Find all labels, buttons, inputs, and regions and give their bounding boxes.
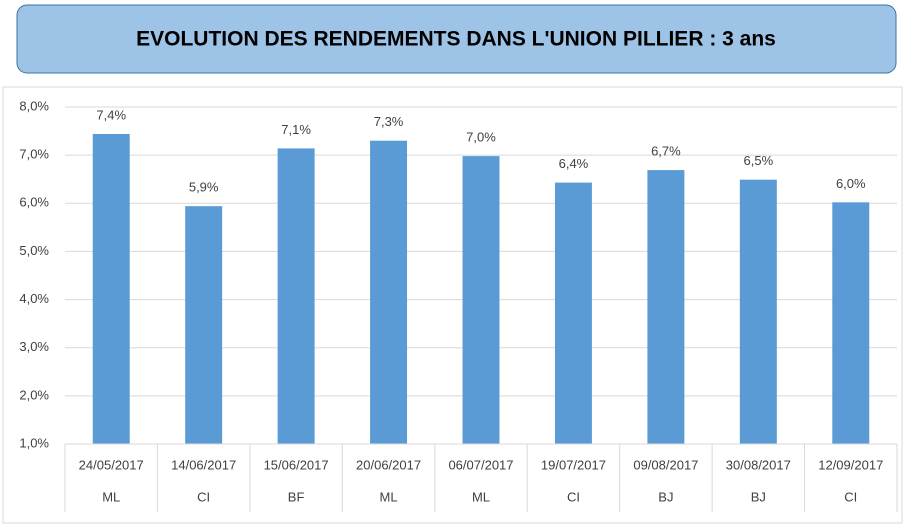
bar [277, 148, 315, 444]
bar [462, 156, 500, 444]
x-group-label: CI [567, 489, 580, 504]
x-group-label: CI [844, 489, 857, 504]
x-group-label: BF [288, 489, 305, 504]
x-group-label: ML [380, 489, 398, 504]
bar [185, 206, 223, 444]
x-tick-label: 14/06/2017 [171, 457, 236, 472]
y-tick-label: 2,0% [19, 387, 49, 402]
x-tick-label: 24/05/2017 [79, 457, 144, 472]
data-label: 7,3% [374, 114, 404, 129]
data-label: 6,5% [744, 153, 774, 168]
chart-title: EVOLUTION DES RENDEMENTS DANS L'UNION PI… [136, 28, 776, 51]
bar [739, 179, 777, 444]
y-tick-label: 8,0% [19, 98, 49, 113]
y-tick-label: 7,0% [19, 147, 49, 162]
x-tick-label: 20/06/2017 [356, 457, 421, 472]
x-group-label: BJ [658, 489, 673, 504]
x-group-label: BJ [751, 489, 766, 504]
data-label: 6,7% [651, 144, 681, 159]
x-group-label: CI [197, 489, 210, 504]
y-tick-label: 1,0% [19, 435, 49, 450]
y-tick-label: 5,0% [19, 243, 49, 258]
x-tick-label: 19/07/2017 [541, 457, 606, 472]
data-label: 6,0% [836, 176, 866, 191]
x-group-label: ML [102, 489, 120, 504]
y-tick-label: 6,0% [19, 195, 49, 210]
x-tick-label: 06/07/2017 [448, 457, 513, 472]
y-tick-label: 4,0% [19, 291, 49, 306]
data-label: 5,9% [189, 180, 219, 195]
data-label: 7,1% [281, 122, 311, 137]
x-tick-label: 09/08/2017 [633, 457, 698, 472]
bar [92, 133, 130, 444]
data-label: 7,4% [96, 107, 126, 122]
data-label: 6,4% [559, 156, 589, 171]
bar [832, 202, 870, 444]
title-box [16, 4, 897, 74]
y-tick-label: 3,0% [19, 339, 49, 354]
bar [647, 170, 685, 444]
x-tick-label: 30/08/2017 [726, 457, 791, 472]
x-tick-label: 12/09/2017 [818, 457, 883, 472]
bar [554, 182, 592, 444]
data-label: 7,0% [466, 130, 496, 145]
x-group-label: ML [472, 489, 490, 504]
x-tick-label: 15/06/2017 [264, 457, 329, 472]
bar [370, 140, 408, 444]
